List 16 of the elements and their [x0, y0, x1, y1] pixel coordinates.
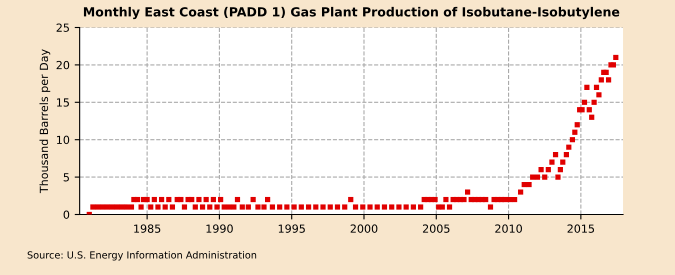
- y-tick-label: 25: [56, 23, 69, 32]
- y-tick-label: 15: [57, 98, 69, 107]
- y-tick-label: 0: [64, 210, 70, 219]
- y-tick-label: 20: [56, 60, 70, 70]
- x-tick-label: 1985: [134, 224, 160, 233]
- x-tick-label: 1995: [278, 224, 305, 233]
- x-tick-label: 2015: [568, 224, 594, 233]
- x-tick-label: 2010: [495, 224, 522, 233]
- source-note: Source: U.S. Energy Information Administration: [28, 251, 256, 261]
- y-tick-label: 10: [57, 136, 70, 144]
- y-tick-label: 5: [64, 173, 69, 182]
- chart-title: Monthly East Coast (PADD 1) Gas Plant Production of Isobutane-Isobutylene: [84, 6, 620, 20]
- x-tick-label: 2000: [350, 224, 378, 233]
- x-tick-label: 2005: [422, 224, 450, 233]
- y-axis-title: Thousand Barrels per Day: [39, 49, 50, 194]
- x-tick-label: 1990: [206, 224, 233, 233]
